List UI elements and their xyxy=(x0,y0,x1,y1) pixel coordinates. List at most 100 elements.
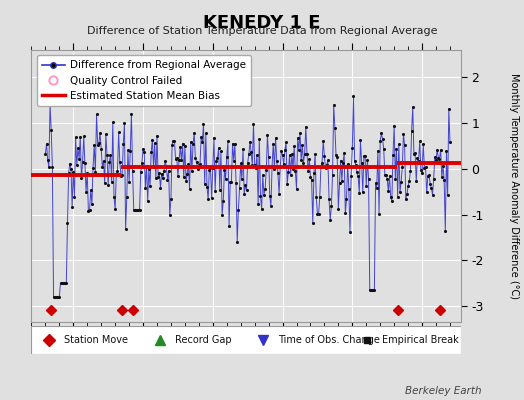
Point xyxy=(223,154,231,160)
Point xyxy=(205,167,213,174)
Point xyxy=(150,140,159,146)
Point xyxy=(163,176,172,183)
Point xyxy=(176,144,184,150)
Point xyxy=(97,146,105,152)
Point xyxy=(286,152,294,158)
Text: Time of Obs. Change: Time of Obs. Change xyxy=(279,335,380,345)
Point xyxy=(336,157,345,164)
Point xyxy=(302,124,310,130)
Point xyxy=(86,187,95,193)
Point xyxy=(220,167,228,174)
Point xyxy=(107,179,116,185)
Point xyxy=(416,138,424,144)
Point xyxy=(412,178,420,184)
Point xyxy=(92,111,101,118)
Point xyxy=(218,212,226,218)
Point xyxy=(224,138,232,144)
Point xyxy=(96,130,104,136)
Point xyxy=(149,164,158,170)
Point xyxy=(135,207,144,213)
Point xyxy=(208,195,216,202)
Point xyxy=(417,167,425,174)
Point xyxy=(357,160,366,166)
Point xyxy=(439,162,447,169)
Point xyxy=(211,188,220,194)
Point xyxy=(260,192,268,198)
Point xyxy=(263,132,271,138)
Point xyxy=(82,188,90,195)
Point xyxy=(93,141,102,148)
Point xyxy=(300,151,309,157)
Point xyxy=(233,238,242,245)
Point xyxy=(363,156,372,163)
Point xyxy=(89,164,97,171)
Point xyxy=(278,152,287,158)
Point xyxy=(348,145,356,152)
Point xyxy=(70,194,79,200)
Point xyxy=(283,181,291,187)
Point xyxy=(101,180,109,186)
Point xyxy=(140,148,148,155)
Point xyxy=(187,139,195,145)
Point xyxy=(403,191,411,197)
Point xyxy=(432,156,440,163)
Point xyxy=(397,179,406,185)
Point xyxy=(122,226,130,232)
Point xyxy=(71,134,80,140)
Point xyxy=(106,152,115,158)
Point xyxy=(413,154,422,161)
Point xyxy=(350,93,358,100)
Point xyxy=(396,189,404,195)
Point xyxy=(446,138,454,145)
Point xyxy=(406,168,414,174)
Point xyxy=(390,122,398,129)
Point xyxy=(222,176,230,182)
Point xyxy=(138,160,146,166)
Point xyxy=(352,161,360,168)
Point xyxy=(134,207,143,213)
Point xyxy=(167,196,175,202)
Point xyxy=(267,203,275,210)
Point xyxy=(419,140,428,147)
Point xyxy=(157,170,166,177)
Point xyxy=(334,205,343,212)
Point xyxy=(304,167,312,174)
Point xyxy=(409,104,417,110)
Point xyxy=(248,162,257,169)
Point xyxy=(191,155,200,161)
Point xyxy=(61,280,69,286)
Point xyxy=(293,135,302,141)
Point xyxy=(213,155,222,162)
Point xyxy=(236,160,245,167)
Point xyxy=(327,203,335,209)
Point xyxy=(215,187,224,193)
Point xyxy=(315,194,324,200)
Point xyxy=(117,173,125,179)
Point xyxy=(139,146,147,152)
Point xyxy=(165,168,173,174)
Point xyxy=(209,165,217,171)
Point xyxy=(320,153,329,160)
Point xyxy=(204,196,212,202)
Point xyxy=(377,130,386,137)
Point xyxy=(113,168,122,175)
Point xyxy=(341,210,350,217)
Point xyxy=(443,192,452,198)
Point xyxy=(441,228,450,234)
Point xyxy=(201,181,209,187)
Point xyxy=(241,182,249,188)
Point xyxy=(343,160,352,167)
Point xyxy=(188,168,196,174)
Point xyxy=(79,159,87,165)
Point xyxy=(345,186,353,192)
Point xyxy=(407,128,416,134)
Point xyxy=(116,159,124,165)
Point xyxy=(298,142,307,148)
Point xyxy=(347,172,355,179)
Point xyxy=(49,294,58,300)
Point xyxy=(54,294,62,300)
Point xyxy=(321,165,330,172)
Point xyxy=(332,152,340,158)
Point xyxy=(422,189,431,195)
Point xyxy=(77,175,85,182)
